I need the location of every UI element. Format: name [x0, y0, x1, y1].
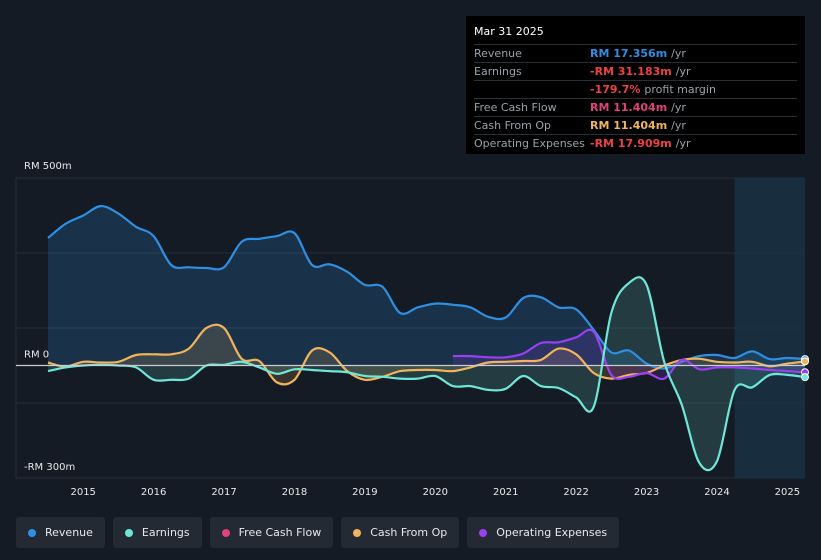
tooltip-date: Mar 31 2025	[474, 25, 544, 38]
tooltip-row-label: Operating Expenses	[474, 137, 585, 150]
tooltip-row-label: Revenue	[474, 47, 522, 60]
legend-item-cash-from-op[interactable]: Cash From Op	[341, 517, 460, 548]
y-label-top: RM 500m	[24, 161, 72, 172]
legend-label: Free Cash Flow	[238, 526, 322, 539]
legend-item-revenue[interactable]: Revenue	[16, 517, 105, 548]
tooltip-row-unit: /yr	[671, 119, 686, 132]
cash-from-op-end-point	[801, 357, 809, 366]
tooltip-row: Earnings -RM 31.183m/yr	[474, 62, 797, 80]
financial-chart: RM 500m RM 0 -RM 300m 2015 2016 2017 2018 20…	[15, 161, 809, 498]
tooltip-row-unit: /yr	[675, 65, 691, 78]
tooltip-row: Revenue RM 17.356m/yr	[474, 44, 797, 62]
operating-expenses-line	[452, 328, 806, 381]
y-label-bottom: -RM 300m	[24, 462, 75, 473]
earnings-area	[48, 277, 805, 471]
x-tick-label: 2017	[211, 487, 236, 498]
x-tick-label: 2022	[563, 487, 588, 498]
tooltip-row-value: -RM 31.183m	[590, 65, 672, 78]
legend-dot-icon	[221, 528, 230, 537]
tooltip-row-value: -RM 17.909m	[590, 137, 672, 150]
x-tick-label: 2023	[634, 487, 659, 498]
legend-label: Revenue	[45, 526, 93, 539]
earnings-end-point	[801, 373, 809, 382]
legend-label: Cash From Op	[370, 526, 448, 539]
tooltip-row-unit: /yr	[671, 47, 686, 60]
forecast-band	[734, 178, 805, 478]
tooltip-row-value: RM 11.404m	[590, 119, 668, 132]
legend-label: Operating Expenses	[496, 526, 608, 539]
x-tick-label: 2024	[704, 487, 729, 498]
cash-from-op-area	[48, 324, 805, 385]
x-axis-ticks: 2015 2016 2017 2018 2019 2020 2021 2022 2023 2024…	[70, 487, 800, 498]
series-areas	[48, 206, 805, 471]
tooltip-rows: Revenue RM 17.356m/yr Earnings -RM 31.183m /…	[474, 44, 797, 152]
legend-dot-icon	[124, 528, 133, 537]
y-label-zero: RM 0	[24, 350, 49, 361]
revenue-line	[47, 205, 806, 370]
tooltip-row: Operating Expenses -RM 17.909m/yr	[474, 134, 797, 152]
tooltip-row-unit: profit margin	[644, 83, 716, 96]
tooltip-row: Free Cash Flow RM 11.404m/yr	[474, 98, 797, 116]
legend-item-free-cash-flow[interactable]: Free Cash Flow	[209, 517, 334, 548]
earnings-line	[47, 276, 806, 472]
legend-item-earnings[interactable]: Earnings	[112, 517, 202, 548]
legend: Revenue Earnings Free Cash Flow Cash From O…	[16, 517, 620, 548]
legend-item-operating-expenses[interactable]: Operating Expenses	[467, 517, 620, 548]
x-tick-label: 2021	[493, 487, 518, 498]
tooltip-row-label: Free Cash Flow	[474, 101, 557, 114]
tooltip-row-value: RM 11.404m	[590, 101, 668, 114]
tooltip-row-value: RM 17.356m	[590, 47, 668, 60]
tooltip-row: -179.7% profit margin	[474, 80, 797, 98]
x-tick-label: 2020	[423, 487, 448, 498]
x-tick-label: 2015	[70, 487, 95, 498]
grid-lines	[15, 177, 805, 479]
series-lines	[16, 205, 806, 472]
tooltip-row-label: Earnings	[474, 65, 522, 78]
x-tick-label: 2018	[282, 487, 307, 498]
revenue-area	[48, 206, 805, 369]
tooltip-row: Cash From Op RM 11.404m/yr	[474, 116, 797, 134]
tooltip-row-label: Cash From Op	[474, 119, 552, 132]
x-tick-label: 2025	[775, 487, 800, 498]
legend-dot-icon	[479, 528, 488, 537]
legend-dot-icon	[353, 528, 362, 537]
tooltip-panel: Mar 31 2025 Revenue RM 17.356m/yr Earnings…	[466, 16, 805, 154]
legend-label: Earnings	[141, 526, 190, 539]
end-markers	[801, 355, 809, 382]
tooltip-row-value: -179.7%	[590, 83, 641, 96]
legend-dot-icon	[28, 528, 36, 537]
tooltip-row-unit: /yr	[675, 137, 691, 150]
x-tick-label: 2019	[352, 487, 377, 498]
tooltip-row-unit: /yr	[671, 101, 686, 114]
x-tick-label: 2016	[141, 487, 166, 498]
